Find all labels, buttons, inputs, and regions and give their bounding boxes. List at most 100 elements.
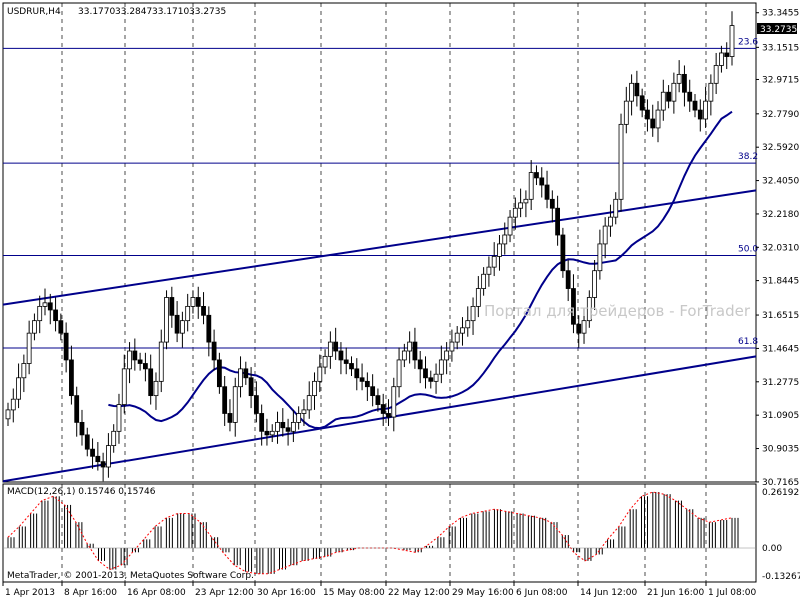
candle-body	[327, 341, 333, 357]
candle-body	[106, 445, 111, 468]
time-axis: 1 Apr 2013 8 Apr 16:00 16 Apr 08:00 23 Apr …	[2, 582, 757, 598]
candle-body	[16, 377, 21, 400]
candle-body	[491, 256, 497, 268]
price-tick-label: 33.3455	[762, 9, 799, 19]
candle-body	[528, 172, 534, 200]
candle-body	[380, 404, 386, 414]
candle-body	[666, 91, 671, 102]
candle-body	[401, 350, 407, 361]
candle-body	[158, 341, 164, 382]
candle-body	[539, 177, 545, 186]
candle-body	[5, 409, 11, 420]
macd-histogram	[3, 491, 756, 575]
time-tick-label: 23 Apr 12:00	[195, 588, 254, 598]
svg-text:33.2735: 33.2735	[760, 25, 797, 35]
candle-body	[211, 341, 217, 361]
candle-body	[26, 332, 32, 364]
time-tick-label: 6 Jun 08:00	[516, 588, 568, 598]
candle-body	[391, 386, 397, 418]
price-panel[interactable]	[2, 2, 757, 483]
watermark: Портал для трейдеров - ForTrader	[484, 302, 751, 320]
candle-body	[190, 297, 196, 307]
candle-body	[238, 368, 243, 388]
trendline-lower-channel[interactable]	[2, 355, 757, 483]
macd-panel[interactable]	[2, 483, 757, 583]
candle-body	[354, 368, 360, 379]
candle-body	[407, 341, 413, 352]
candle-body	[650, 118, 656, 129]
time-tick-label: 8 Apr 16:00	[64, 588, 117, 598]
candle-body	[84, 434, 90, 450]
candle-body	[206, 314, 212, 343]
candle-body	[518, 202, 524, 209]
candle-body	[386, 413, 391, 418]
price-tick-label: 31.4645	[762, 344, 799, 354]
candle-body	[364, 380, 370, 388]
candle-body	[465, 320, 471, 329]
candle-body	[719, 52, 724, 66]
candle-body	[290, 421, 296, 432]
macd-tick-label: -0.13267	[762, 572, 800, 582]
price-tick-label: 31.6515	[762, 311, 799, 321]
symbol-header: USDRUR,H4	[7, 7, 61, 17]
price-tick-label: 32.9715	[762, 75, 799, 85]
fib-label: 50.0	[738, 245, 758, 255]
candle-body	[63, 332, 69, 361]
candle-body	[58, 320, 64, 334]
candle-body	[634, 82, 640, 97]
candle-body	[703, 100, 708, 120]
candle-body	[349, 363, 354, 370]
time-tick-label: 1 Apr 2013	[5, 588, 55, 598]
candle-body	[317, 366, 323, 382]
candle-body	[285, 427, 291, 432]
candle-body	[127, 350, 132, 370]
candle-body	[671, 82, 677, 102]
candle-body	[629, 82, 634, 102]
price-axis: 33.3455 33.1515 32.9715 32.7790 32.5920 32.40…	[756, 9, 799, 488]
candle-body	[660, 91, 666, 111]
candle-body	[481, 273, 487, 289]
price-tick-label: 31.8445	[762, 277, 799, 287]
time-tick-label: 14 Jun 12:00	[580, 588, 637, 598]
candle-body	[121, 368, 127, 405]
candle-body	[687, 91, 693, 102]
candle-body	[460, 327, 465, 334]
trendline-upper-channel[interactable]	[2, 189, 757, 306]
candle-body	[613, 198, 619, 218]
candle-body	[576, 323, 582, 334]
price-tick-label: 31.0905	[762, 411, 799, 421]
ohlc-close: 33.2735	[189, 7, 226, 17]
copyright: MetaTrader, © 2001-2013, MetaQuotes Soft…	[7, 571, 254, 581]
time-tick-label: 15 May 08:00	[323, 588, 385, 598]
candle-body	[116, 404, 122, 432]
time-tick-label: 22 May 12:00	[388, 588, 450, 598]
candle-body	[95, 455, 101, 463]
grid-lines	[61, 3, 707, 582]
candle-body	[444, 350, 450, 361]
candle-body	[42, 302, 48, 307]
fib-label: 38.2	[738, 152, 758, 162]
candle-body	[21, 363, 27, 379]
candle-body	[195, 297, 201, 307]
candle-body	[185, 305, 191, 322]
candle-body	[179, 320, 185, 334]
candle-body	[79, 421, 85, 436]
price-tick-label: 32.0310	[762, 243, 799, 253]
candle-body	[497, 243, 502, 257]
macd-tick-label: 0.26192	[762, 488, 799, 498]
candle-body	[322, 355, 328, 368]
candle-body	[343, 359, 349, 364]
price-tick-label: 33.1515	[762, 43, 799, 53]
candle-body	[32, 320, 37, 334]
candle-body	[507, 216, 513, 236]
ohlc-low: 33.1710	[152, 7, 189, 17]
candle-body	[433, 373, 439, 382]
candle-body	[306, 395, 312, 411]
candle-body	[724, 52, 730, 57]
current-price-badge: 33.2735	[757, 23, 797, 35]
candle-body	[248, 377, 254, 397]
candle-body	[47, 302, 53, 311]
candle-body	[132, 350, 138, 361]
candle-body	[10, 398, 16, 411]
